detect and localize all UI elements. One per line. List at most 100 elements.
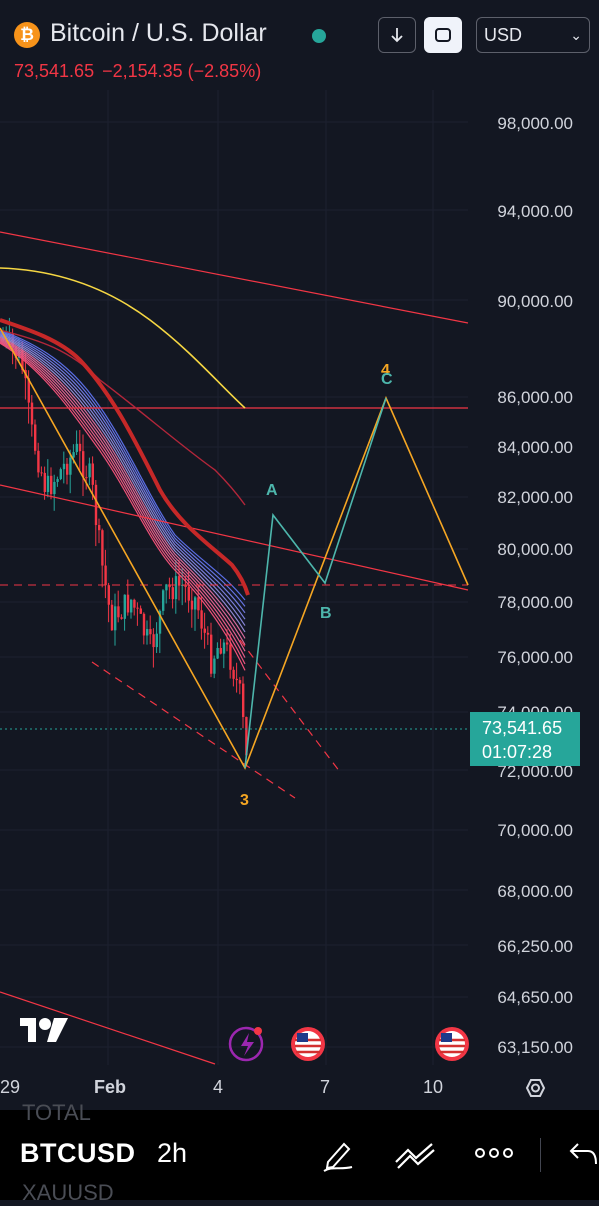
price-label: 76,000.00 [497, 648, 573, 667]
candle-body [120, 617, 123, 619]
price-label: 86,000.00 [497, 388, 573, 407]
candle-body [130, 599, 133, 613]
candle-body [149, 629, 152, 635]
interval-button[interactable]: 2h [157, 1138, 188, 1168]
candle-body [197, 597, 200, 611]
candle-body [114, 606, 117, 631]
trendline-middle [0, 484, 469, 591]
price-label: 98,000.00 [497, 114, 573, 133]
wave-path-orange [0, 327, 469, 770]
candle-body [194, 597, 197, 610]
wave-label-4: 4 [381, 362, 390, 379]
symbol-list-prev[interactable]: TOTAL [22, 1100, 91, 1125]
candle-body [94, 484, 98, 526]
lightning-icon[interactable] [228, 1026, 264, 1062]
last-price-badge: 73,541.65 01:07:28 [470, 712, 580, 766]
candle-body [27, 378, 30, 403]
settings-icon[interactable] [525, 1079, 546, 1097]
candle-body [139, 608, 142, 614]
candle-body [190, 600, 194, 610]
price-quote: 73,541.65 −2,154.35 (−2.85%) [14, 61, 269, 82]
price-label: 90,000.00 [497, 292, 573, 311]
candle-body [110, 604, 114, 631]
candle-body [11, 333, 14, 348]
currency-value: USD [484, 25, 523, 45]
ribbon-line [0, 337, 246, 646]
candle-body [56, 479, 59, 482]
channel-dashed-upper [239, 639, 341, 773]
candle-body [62, 463, 66, 470]
candle-body [40, 472, 43, 474]
symbol-button[interactable]: BTCUSD [20, 1138, 136, 1168]
price-label: 80,000.00 [497, 540, 573, 559]
wave-label-3: 3 [240, 792, 249, 809]
candle-body [245, 717, 248, 756]
ribbon-line [0, 336, 246, 639]
candle-body [146, 629, 149, 636]
candle-body [30, 402, 34, 425]
ribbon-line [0, 334, 246, 626]
trendline-upper [0, 231, 469, 324]
candle-body [158, 610, 162, 634]
price-label: 72,000.00 [497, 762, 573, 781]
price-label: 70,000.00 [497, 821, 573, 840]
time-label: 4 [213, 1077, 224, 1097]
back-icon[interactable] [568, 1140, 598, 1168]
candle-body [168, 584, 171, 588]
candle-body [200, 610, 203, 629]
candle-body [117, 606, 120, 618]
wave-label-A: A [266, 482, 278, 499]
ribbon-line [0, 342, 246, 671]
price-label: 94,000.00 [497, 202, 573, 221]
symbol-title[interactable]: Bitcoin / U.S. Dollar [50, 19, 267, 47]
ribbon-line [0, 333, 246, 620]
download-button[interactable] [378, 17, 416, 53]
candle-body [126, 594, 130, 613]
symbol-list-next[interactable]: XAUUSD [22, 1180, 114, 1205]
candle-body [210, 634, 213, 674]
toolbar-divider [540, 1138, 541, 1172]
multiline-icon[interactable] [394, 1140, 438, 1170]
candle-body [72, 452, 75, 458]
currency-select[interactable]: USD ⌄ [476, 17, 590, 53]
candle-body [133, 599, 136, 608]
time-label: 7 [320, 1077, 331, 1097]
candle-body [178, 576, 181, 586]
candle-body [238, 680, 242, 684]
chart-header: ₿ Bitcoin / U.S. Dollar USD ⌄ 73,541.65−… [0, 0, 599, 90]
candle-body [46, 475, 50, 493]
us-flag-icon[interactable] [435, 1027, 469, 1061]
price-chart[interactable]: 3 4 C A B [0, 0, 599, 1110]
chevron-down-icon: ⌄ [570, 27, 582, 43]
candle-body [107, 585, 110, 605]
price-change: −2,154.35 (−2.85%) [102, 61, 262, 81]
ribbon-line [0, 330, 246, 607]
candle-body [34, 424, 37, 451]
candle-body [43, 472, 46, 493]
candle-body [187, 587, 190, 601]
pencil-icon[interactable] [320, 1136, 356, 1172]
candle-body [98, 525, 101, 531]
wave-label-B: B [320, 605, 332, 622]
compare-toggle-button[interactable] [424, 17, 462, 53]
candle-body [88, 463, 91, 478]
price-label: 63,150.00 [497, 1038, 573, 1057]
candle-body [69, 457, 72, 475]
arrow-down-icon [391, 28, 403, 43]
candle-body [50, 475, 53, 495]
candle-body [216, 647, 219, 659]
trendline-lower [0, 991, 216, 1065]
more-icon[interactable] [474, 1145, 514, 1161]
tradingview-logo[interactable] [20, 1018, 68, 1042]
candle-body [222, 642, 226, 654]
candle-body [171, 587, 174, 600]
wave-label-C: C [381, 371, 393, 388]
candle-body [162, 590, 165, 611]
candle-body [226, 642, 229, 645]
candle-body [75, 443, 78, 453]
candle-body [18, 350, 21, 358]
price-label: 64,650.00 [497, 988, 573, 1007]
candle-body [53, 481, 56, 495]
us-flag-icon[interactable] [291, 1027, 325, 1061]
candle-body [213, 658, 216, 674]
